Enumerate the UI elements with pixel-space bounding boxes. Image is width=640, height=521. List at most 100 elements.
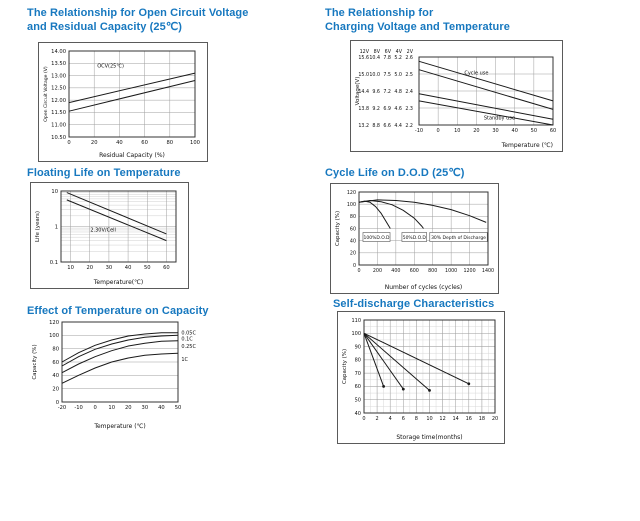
svg-text:9.6: 9.6 — [372, 89, 380, 95]
svg-text:40: 40 — [116, 140, 123, 146]
svg-text:60: 60 — [550, 128, 556, 134]
title-self-discharge: Self-discharge Characteristics — [333, 298, 494, 312]
svg-text:OCV(25℃): OCV(25℃) — [97, 64, 124, 70]
svg-text:1200: 1200 — [463, 268, 475, 274]
svg-text:Storage time(months): Storage time(months) — [396, 434, 462, 441]
svg-text:Life (years): Life (years) — [35, 211, 41, 242]
svg-text:60: 60 — [52, 360, 59, 366]
svg-text:15.0: 15.0 — [358, 72, 369, 78]
svg-text:12: 12 — [439, 416, 445, 422]
svg-text:1C: 1C — [181, 357, 188, 363]
svg-text:2.3: 2.3 — [405, 106, 413, 112]
svg-text:5.2: 5.2 — [394, 55, 402, 61]
svg-text:80: 80 — [350, 214, 356, 220]
svg-text:4: 4 — [389, 416, 392, 422]
title-line: Effect of Temperature on Capacity — [27, 305, 209, 317]
svg-text:5.0: 5.0 — [394, 72, 402, 78]
svg-text:10: 10 — [426, 416, 432, 422]
svg-text:1: 1 — [55, 224, 58, 230]
svg-text:1400: 1400 — [482, 268, 494, 274]
chart-charging-voltage-vs-temperature: -10 0 10 20 30 40 50 60 12V 8V 6V 4V 2V 15.6 10.4 7.8 5.… — [350, 40, 563, 152]
svg-text:2.30V/Cell: 2.30V/Cell — [90, 228, 116, 234]
svg-text:Temperature (℃): Temperature (℃) — [93, 423, 145, 430]
svg-text:100%D.O.D: 100%D.O.D — [363, 235, 390, 241]
svg-text:80: 80 — [166, 140, 173, 146]
svg-text:0: 0 — [353, 263, 356, 269]
svg-text:0: 0 — [67, 140, 70, 146]
svg-text:6.6: 6.6 — [383, 123, 391, 129]
title-line: Cycle Life on D.O.D (25℃) — [325, 167, 465, 179]
svg-text:80: 80 — [52, 346, 59, 352]
svg-text:1000: 1000 — [445, 268, 457, 274]
svg-text:0.1C: 0.1C — [181, 336, 193, 342]
svg-text:40: 40 — [350, 238, 356, 244]
svg-text:0.25C: 0.25C — [181, 344, 196, 350]
svg-text:Voltage(V): Voltage(V) — [355, 77, 361, 106]
svg-text:20: 20 — [52, 386, 59, 392]
svg-text:7.8: 7.8 — [383, 55, 391, 61]
svg-text:20: 20 — [350, 251, 356, 257]
svg-text:4.8: 4.8 — [394, 89, 402, 95]
svg-text:11.50: 11.50 — [51, 110, 66, 116]
svg-text:-10: -10 — [74, 405, 82, 411]
svg-text:20: 20 — [125, 405, 132, 411]
svg-text:100: 100 — [190, 140, 200, 146]
svg-text:10.50: 10.50 — [51, 135, 66, 141]
svg-text:7.2: 7.2 — [383, 89, 391, 95]
title-cycle-life: Cycle Life on D.O.D (25℃) — [325, 167, 465, 181]
svg-text:13.8: 13.8 — [358, 106, 369, 112]
svg-text:13.00: 13.00 — [51, 73, 66, 79]
svg-text:15.6: 15.6 — [358, 55, 369, 61]
svg-text:8.8: 8.8 — [372, 123, 380, 129]
svg-text:9.2: 9.2 — [372, 106, 380, 112]
svg-text:Temperature (℃): Temperature (℃) — [501, 142, 553, 149]
svg-text:40: 40 — [158, 405, 165, 411]
svg-text:6.9: 6.9 — [383, 106, 391, 112]
svg-text:2: 2 — [376, 416, 379, 422]
title-line: The Relationship for — [325, 7, 434, 19]
svg-text:400: 400 — [391, 268, 400, 274]
svg-text:30% Depth of Discharge: 30% Depth of Discharge — [431, 235, 486, 241]
svg-text:60: 60 — [355, 384, 361, 390]
svg-text:0: 0 — [56, 400, 59, 406]
svg-text:8: 8 — [415, 416, 418, 422]
svg-text:Standby use: Standby use — [484, 116, 515, 122]
svg-text:10: 10 — [51, 189, 58, 195]
svg-text:Open Circuit Voltage (V): Open Circuit Voltage (V) — [43, 66, 49, 122]
svg-text:16: 16 — [466, 416, 472, 422]
svg-text:100: 100 — [351, 331, 361, 337]
chart-open-circuit-voltage-vs-residual-capacity: 0 20 40 60 80 100 10.50 11.00 11.50 12.00 12.50 13.… — [38, 42, 208, 162]
svg-text:10.4: 10.4 — [369, 55, 380, 61]
chart-temperature-effect-on-capacity: -20 -10 0 10 20 30 40 50 0 20 40 60 80 100 120 Temperat… — [28, 316, 220, 432]
svg-text:100: 100 — [49, 333, 59, 339]
svg-text:30: 30 — [492, 128, 498, 134]
svg-text:6V: 6V — [385, 49, 392, 55]
svg-text:11.00: 11.00 — [51, 123, 66, 129]
svg-text:14.4: 14.4 — [358, 89, 369, 95]
svg-text:10: 10 — [454, 128, 460, 134]
svg-text:0: 0 — [93, 405, 96, 411]
svg-text:12.50: 12.50 — [51, 86, 66, 92]
svg-text:50%D.O.D: 50%D.O.D — [403, 235, 427, 241]
svg-text:200: 200 — [373, 268, 382, 274]
svg-text:40: 40 — [52, 373, 59, 379]
svg-text:50: 50 — [144, 265, 151, 271]
svg-text:60: 60 — [141, 140, 148, 146]
svg-text:80: 80 — [355, 358, 361, 364]
svg-text:50: 50 — [175, 405, 182, 411]
svg-text:Capacity (%): Capacity (%) — [335, 211, 341, 246]
chart-cycle-life-vs-dod: 0 200 400 600 800 1000 1200 1400 0 20 40 60 80 100 120… — [330, 183, 499, 294]
svg-text:90: 90 — [355, 344, 361, 350]
svg-text:12V: 12V — [360, 49, 370, 55]
svg-text:2.2: 2.2 — [405, 123, 413, 129]
svg-text:Residual Capacity (%): Residual Capacity (%) — [99, 152, 165, 159]
svg-text:40: 40 — [125, 265, 132, 271]
svg-text:14.00: 14.00 — [51, 49, 66, 55]
svg-text:Capacity (%): Capacity (%) — [342, 349, 348, 384]
svg-text:Cycle use: Cycle use — [464, 70, 488, 76]
svg-text:4.6: 4.6 — [394, 106, 402, 112]
svg-text:600: 600 — [410, 268, 419, 274]
svg-text:0: 0 — [362, 416, 365, 422]
svg-text:100: 100 — [347, 202, 356, 208]
